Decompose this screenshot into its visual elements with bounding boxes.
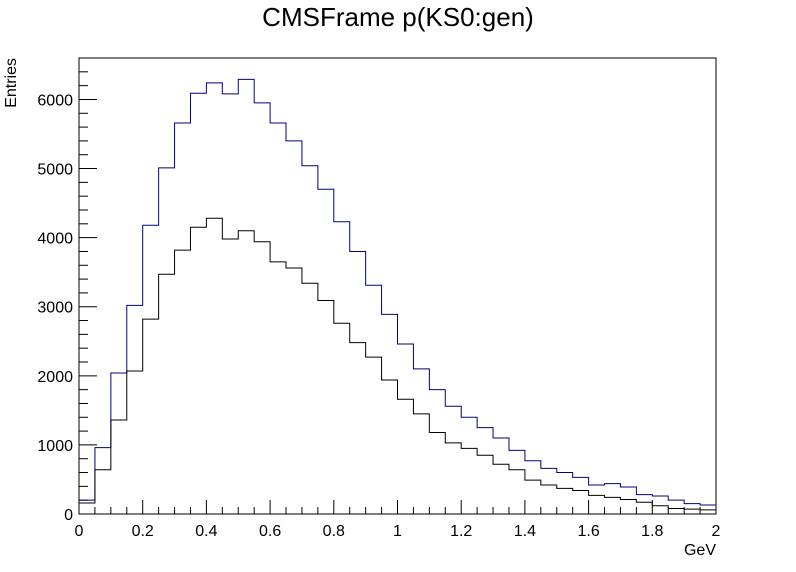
y-tick-label: 0 bbox=[64, 507, 73, 524]
y-tick-label: 6000 bbox=[37, 92, 73, 109]
y-tick-label: 2000 bbox=[37, 369, 73, 386]
x-tick-label: 0.4 bbox=[195, 523, 217, 540]
histogram-series-1 bbox=[79, 78, 716, 506]
y-tick-label: 1000 bbox=[37, 438, 73, 455]
x-tick-label: 0 bbox=[75, 523, 84, 540]
y-tick-label: 4000 bbox=[37, 231, 73, 248]
x-tick-label: 2 bbox=[712, 523, 721, 540]
y-axis-title: Entries bbox=[3, 58, 20, 108]
y-tick-label: 3000 bbox=[37, 300, 73, 317]
x-tick-label: 1.6 bbox=[577, 523, 599, 540]
x-tick-label: 1 bbox=[393, 523, 402, 540]
x-tick-label: 1.2 bbox=[450, 523, 472, 540]
y-tick-label: 5000 bbox=[37, 162, 73, 179]
histogram-series-2 bbox=[79, 217, 716, 511]
x-tick-label: 0.2 bbox=[132, 523, 154, 540]
x-tick-label: 0.8 bbox=[323, 523, 345, 540]
x-tick-label: 0.6 bbox=[259, 523, 281, 540]
x-axis-title: GeV bbox=[684, 542, 716, 559]
chart-title: CMSFrame p(KS0:gen) bbox=[262, 2, 534, 32]
x-tick-label: 1.4 bbox=[514, 523, 536, 540]
x-tick-label: 1.8 bbox=[641, 523, 663, 540]
